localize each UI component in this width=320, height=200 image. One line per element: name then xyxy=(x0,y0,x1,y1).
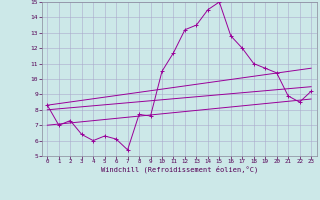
X-axis label: Windchill (Refroidissement éolien,°C): Windchill (Refroidissement éolien,°C) xyxy=(100,166,258,173)
